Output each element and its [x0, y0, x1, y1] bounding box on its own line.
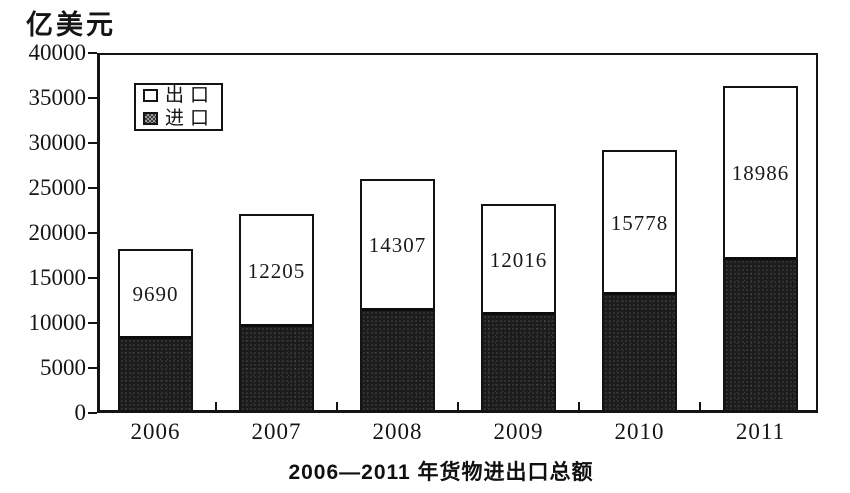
y-tick-mark	[88, 142, 97, 144]
export-segment-2006: 9690	[120, 251, 191, 338]
x-tick-mark	[578, 402, 580, 410]
x-category-label-2011: 2011	[735, 419, 786, 444]
y-tick-mark	[88, 412, 97, 414]
import-segment-2008	[362, 308, 433, 410]
export-segment-2009: 12016	[483, 206, 554, 314]
bar-2009: 12016	[481, 204, 556, 410]
bar-2008: 14307	[360, 179, 435, 410]
import-segment-2011	[725, 257, 796, 410]
y-tick-label: 25000	[28, 175, 87, 200]
legend-item-import: 进口	[143, 109, 214, 128]
legend: 出口 进口	[134, 83, 223, 131]
export-segment-2008: 14307	[362, 181, 433, 310]
chart-caption: 2006—2011 年货物进出口总额	[288, 461, 594, 484]
legend-label-export: 出口	[165, 85, 216, 106]
legend-item-export: 出口	[143, 86, 214, 105]
y-tick-mark	[88, 97, 97, 99]
x-tick-mark	[457, 402, 459, 410]
import-segment-2006	[120, 336, 191, 410]
x-category-label-2010: 2010	[614, 419, 665, 444]
export-segment-2011: 18986	[725, 88, 796, 259]
import-segment-2010	[604, 292, 675, 410]
x-tick-mark	[215, 402, 217, 410]
y-tick-label: 15000	[28, 265, 87, 290]
y-tick-label: 5000	[40, 355, 86, 380]
export-swatch-icon	[143, 89, 158, 102]
x-category-label-2007: 2007	[251, 419, 302, 444]
y-tick-mark	[88, 367, 97, 369]
export-segment-2010: 15778	[604, 152, 675, 294]
bar-2011: 18986	[723, 86, 798, 410]
x-tick-mark	[336, 402, 338, 410]
y-tick-label: 30000	[28, 130, 87, 155]
x-tick-mark	[699, 402, 701, 410]
import-segment-2009	[483, 312, 554, 410]
x-category-label-2008: 2008	[372, 419, 423, 444]
import-swatch-icon	[143, 112, 158, 125]
plot-area: 出口 进口 9690 12205 14307 12016 15778 18986	[97, 53, 818, 413]
y-tick-mark	[88, 232, 97, 234]
y-tick-label: 0	[74, 400, 87, 425]
x-category-label-2009: 2009	[493, 419, 544, 444]
y-axis-unit-label: 亿美元	[26, 10, 116, 41]
export-segment-2007: 12205	[241, 216, 312, 326]
y-tick-mark	[88, 277, 97, 279]
y-tick-mark	[88, 187, 97, 189]
y-tick-label: 10000	[28, 310, 87, 335]
y-tick-label: 20000	[28, 220, 87, 245]
bar-2007: 12205	[239, 214, 314, 410]
y-tick-mark	[88, 52, 97, 54]
bar-2006: 9690	[118, 249, 193, 410]
x-category-label-2006: 2006	[130, 419, 181, 444]
legend-label-import: 进口	[165, 108, 216, 129]
import-segment-2007	[241, 324, 312, 410]
y-tick-label: 40000	[28, 40, 87, 65]
y-tick-label: 35000	[28, 85, 87, 110]
y-tick-mark	[88, 322, 97, 324]
bar-2010: 15778	[602, 150, 677, 410]
